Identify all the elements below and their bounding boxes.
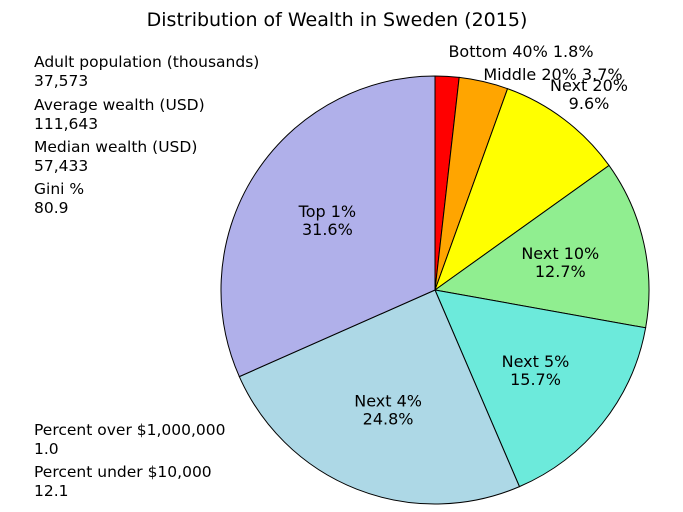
pie-slice-top-1 (220, 75, 436, 378)
stat-value: 80.9 (34, 199, 69, 217)
stat-gini: Gini % 80.9 (34, 180, 84, 218)
pie-slice-next-5 (434, 289, 647, 488)
pie-slices (220, 75, 650, 505)
stat-label: Percent under $10,000 (34, 463, 212, 481)
slice-label: Next 10% 12.7% (521, 244, 599, 281)
stat-label: Median wealth (USD) (34, 138, 198, 156)
stat-value: 1.0 (34, 440, 59, 458)
stat-label: Gini % (34, 180, 85, 198)
slice-label: Middle 20% 3.7% (483, 65, 622, 84)
stat-median-wealth: Median wealth (USD) 57,433 (34, 138, 197, 176)
stat-value: 57,433 (34, 157, 89, 175)
slice-label: Next 4% 24.8% (354, 392, 422, 429)
pie-slice-next-10 (433, 164, 650, 329)
stat-label: Average wealth (USD) (34, 96, 205, 114)
slice-label: Next 5% 15.7% (502, 352, 570, 389)
chart-title: Distribution of Wealth in Sweden (2015) (147, 9, 528, 31)
stat-average-wealth: Average wealth (USD) 111,643 (34, 96, 205, 134)
slice-label: Top 1% 31.6% (298, 202, 356, 239)
stat-label: Adult population (thousands) (34, 53, 260, 71)
stat-value: 111,643 (34, 115, 99, 133)
stat-adult-population: Adult population (thousands) 37,573 (34, 53, 259, 91)
pie-slice-next-4 (238, 289, 521, 505)
pie-slice-labels: Bottom 40% 1.8% Middle 20% 3.7%Next 20% 9.… (298, 42, 628, 429)
stat-percent-under-10000: Percent under $10,000 12.1 (34, 463, 212, 501)
stat-value: 37,573 (34, 72, 89, 90)
pie-slice-next-20 (433, 88, 610, 292)
stat-percent-over-million: Percent over $1,000,000 1.0 (34, 421, 226, 459)
slice-label: Next 20% 9.6% (550, 76, 628, 113)
stat-value: 12.1 (34, 482, 69, 500)
slice-label: Bottom 40% 1.8% (448, 42, 593, 61)
stat-label: Percent over $1,000,000 (34, 421, 226, 439)
